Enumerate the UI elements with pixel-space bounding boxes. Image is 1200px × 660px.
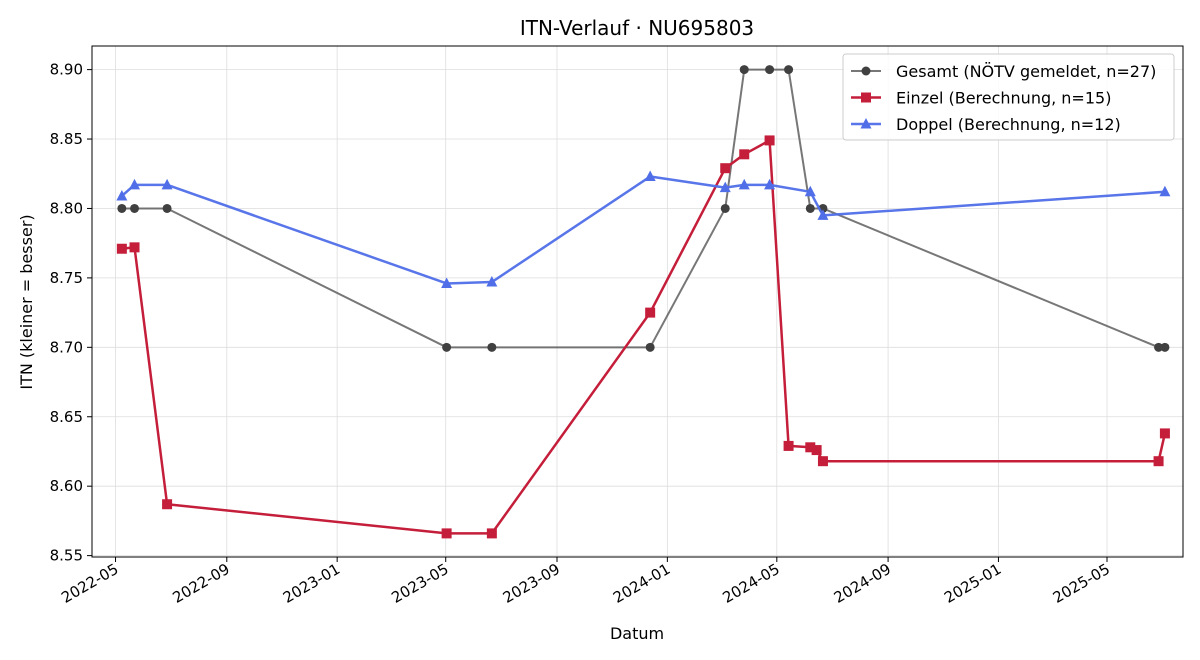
legend-label: Doppel (Berechnung, n=12) <box>896 115 1121 134</box>
data-point <box>441 528 452 539</box>
data-point <box>162 203 172 213</box>
data-point <box>764 178 776 190</box>
data-point <box>720 203 730 213</box>
data-point <box>116 243 127 254</box>
data-point <box>1154 342 1164 352</box>
series-lines <box>116 65 1171 539</box>
legend-marker <box>860 118 872 129</box>
plot-frame <box>91 45 1184 558</box>
chart-title: ITN-Verlauf · NU695803 <box>520 16 754 40</box>
data-point <box>487 342 497 352</box>
legend-item: Gesamt (NÖTV gemeldet, n=27) <box>851 62 1156 81</box>
y-tick-label: 8.55 <box>50 547 83 565</box>
legend-marker <box>861 92 871 103</box>
data-point <box>817 209 829 220</box>
data-point <box>1159 428 1170 439</box>
data-point <box>811 445 822 456</box>
data-point <box>720 163 731 174</box>
data-point <box>1153 456 1164 467</box>
data-point <box>783 440 794 451</box>
y-tick-label: 8.65 <box>50 408 83 426</box>
y-tick-label: 8.80 <box>50 199 83 217</box>
data-point <box>805 203 815 213</box>
data-point <box>441 277 453 288</box>
y-axis-title: ITN (kleiner = besser) <box>17 214 36 389</box>
data-point <box>739 149 750 160</box>
data-point <box>804 185 816 197</box>
data-point <box>130 203 140 213</box>
data-point <box>129 178 141 190</box>
data-point <box>162 499 173 510</box>
y-tick-label: 8.85 <box>50 130 83 148</box>
y-tick-label: 8.70 <box>50 338 83 356</box>
y-tick-label: 8.75 <box>50 269 83 287</box>
legend: Gesamt (NÖTV gemeldet, n=27) Einzel (Bere… <box>842 53 1175 141</box>
data-point <box>161 178 173 190</box>
data-point <box>738 178 750 190</box>
data-point <box>765 65 775 75</box>
data-point <box>1159 185 1171 197</box>
legend-item: Einzel (Berechnung, n=15) <box>851 89 1111 108</box>
data-point <box>486 528 497 539</box>
y-tick-label: 8.60 <box>50 477 83 495</box>
legend-item: Doppel (Berechnung, n=12) <box>851 115 1121 134</box>
legend-label: Einzel (Berechnung, n=15) <box>896 89 1111 108</box>
data-point <box>805 442 816 453</box>
data-point <box>442 342 452 352</box>
data-point <box>117 203 127 213</box>
data-point <box>764 135 775 146</box>
data-point <box>645 307 656 318</box>
data-point <box>719 181 731 193</box>
series-3 <box>116 170 1171 288</box>
data-point <box>486 276 498 287</box>
series-2 <box>116 135 1170 539</box>
legend-marker <box>861 66 871 76</box>
data-point <box>817 456 828 467</box>
data-point <box>129 242 140 253</box>
data-point <box>1160 342 1170 352</box>
grid <box>92 46 1183 557</box>
x-axis-title: Datum <box>610 624 664 643</box>
legend-label: Gesamt (NÖTV gemeldet, n=27) <box>896 62 1156 81</box>
data-point <box>645 342 655 352</box>
data-point <box>739 65 749 75</box>
data-point <box>644 170 656 182</box>
series-1 <box>117 65 1170 352</box>
legend-box <box>842 53 1175 141</box>
data-point <box>116 189 128 201</box>
y-tick-label: 8.90 <box>50 61 83 79</box>
data-point <box>784 65 794 75</box>
